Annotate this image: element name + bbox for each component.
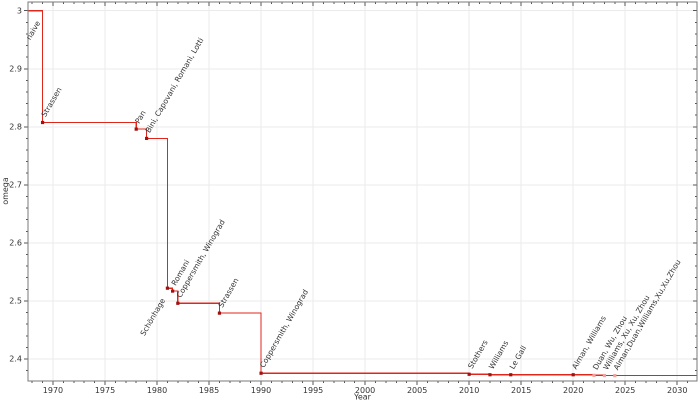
plot-border [27,1,698,382]
tick-labels: 1970 1975 1980 1985 1990 1995 2000 2005 2010 2015… [9,6,687,395]
data-point [488,373,492,377]
data-point [145,136,149,141]
series [28,10,697,378]
x-tick-label: 1970 [43,386,63,395]
y-tick-label: 2.9 [9,64,22,73]
point-label: Schönhage [138,296,167,337]
point-label: Williams, Xu, Xu, Zhou [601,293,651,371]
data-point [165,286,170,290]
data-point [509,373,513,377]
data-point [467,372,471,376]
x-tick-label: 2000 [355,386,375,395]
data-point [40,120,45,125]
x-tick-label: 1980 [147,386,167,395]
plot-frame [27,1,698,382]
y-tick-label: 3 [17,6,22,15]
point-label: Bini, Capovani, Romani, Lotti [144,36,206,134]
point-label: Alman,Duan,Williams,Xu,Xu,Zhou [612,258,683,372]
x-axis-title: Year [353,393,372,402]
point-label: Strassen [216,276,240,309]
data-point [259,371,263,375]
data-point [217,311,222,315]
y-axis-title: omega [1,177,10,205]
data-point [176,301,180,305]
point-label: Le Gall [508,344,529,371]
x-tick-label: 1995 [303,386,323,395]
data-point [571,373,575,377]
x-tick-label: 2020 [563,386,583,395]
point-label: Pan [133,109,148,125]
y-tick-label: 2.4 [9,355,22,364]
y-tick-label: 2.5 [9,297,22,306]
x-tick-label: 2010 [459,386,479,395]
x-tick-label: 2005 [407,386,427,395]
x-tick-label: 1975 [95,386,115,395]
x-tick-label: 2030 [667,386,687,395]
y-tick-label: 2.8 [9,123,22,132]
y-tick-label: 2.6 [9,239,22,248]
data-point [613,374,617,378]
data-point [134,127,138,131]
point-label: Coppersmith, Winograd [258,288,310,370]
data-point [602,373,607,378]
gridlines [28,2,697,381]
data-point [171,289,175,293]
x-tick-label: 1990 [251,386,271,395]
y-tick-label: 2.7 [9,181,22,190]
x-tick-label: 1985 [199,386,219,395]
x-tick-label: 2015 [511,386,531,395]
x-tick-label: 2025 [615,386,635,395]
data-point [592,373,596,377]
